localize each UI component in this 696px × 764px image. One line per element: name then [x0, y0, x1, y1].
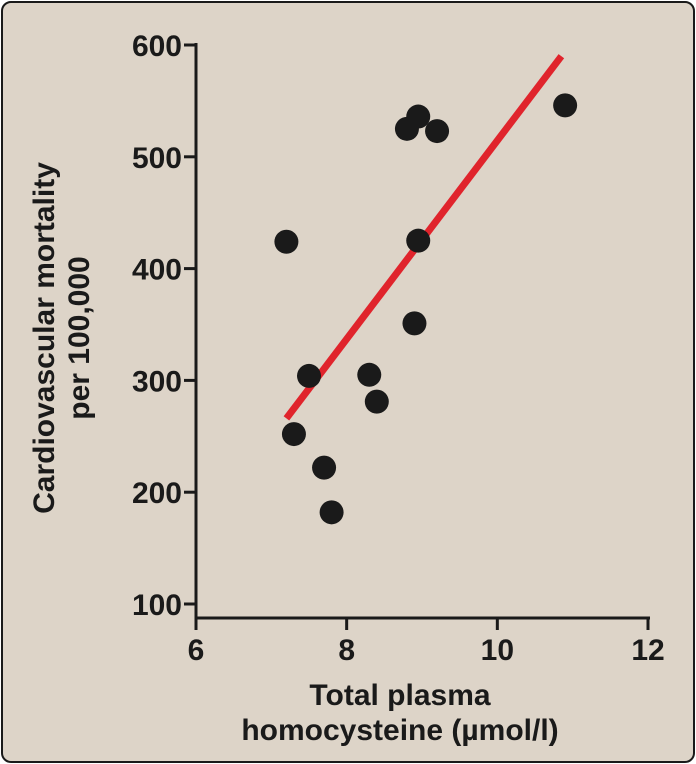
x-tick-label: 10 [481, 634, 514, 667]
y-axis-title-line-2: per 100,000 [63, 256, 96, 419]
y-tick-label: 100 [132, 589, 182, 622]
y-tick-label: 500 [132, 142, 182, 175]
axis-titles: Total plasma homocysteine (µmol/l) Cardi… [28, 162, 559, 747]
data-point [312, 455, 337, 480]
data-point [297, 363, 321, 388]
x-axis-title-line-2: homocysteine (µmol/l) [241, 714, 558, 747]
y-tick-label: 200 [132, 477, 182, 510]
data-point [319, 500, 344, 525]
data-point [274, 229, 299, 254]
ticks: 100 200 300 400 500 600 6 8 10 12 [132, 30, 665, 667]
data-point [425, 119, 450, 144]
x-tick-label: 8 [338, 634, 355, 667]
data-point [553, 93, 578, 118]
y-tick-label: 400 [132, 254, 182, 287]
data-point [357, 362, 382, 387]
points-group [274, 93, 578, 525]
y-tick-label: 600 [132, 30, 182, 63]
x-tick-label: 6 [188, 634, 205, 667]
y-axis-title-line-1: Cardiovascular mortality [28, 162, 61, 514]
data-point [402, 311, 427, 336]
data-point [364, 389, 389, 414]
data-point [406, 104, 431, 129]
axes [194, 43, 650, 620]
data-point [406, 228, 431, 253]
y-tick-label: 300 [132, 365, 182, 398]
x-axis-title-line-1: Total plasma [309, 679, 490, 712]
data-point [281, 422, 306, 447]
x-tick-label: 12 [631, 634, 664, 667]
